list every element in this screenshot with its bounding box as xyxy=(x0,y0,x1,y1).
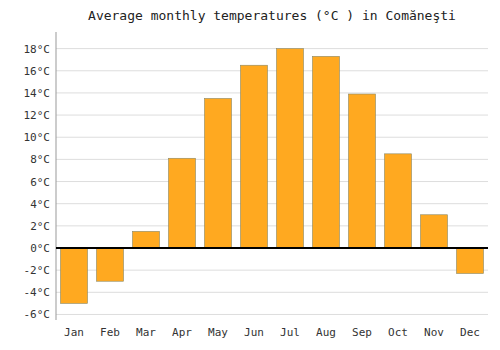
y-tick-label: -4°C xyxy=(24,286,51,299)
x-tick-label: Oct xyxy=(388,326,408,339)
y-tick-label: 0°C xyxy=(30,242,50,255)
grid-line xyxy=(56,314,488,315)
grid-line xyxy=(56,48,488,49)
x-tick-label: Jun xyxy=(244,326,264,339)
x-tick-label: Dec xyxy=(460,326,480,339)
grid-line xyxy=(56,115,488,116)
bar xyxy=(205,98,232,248)
bar xyxy=(169,158,196,248)
chart-container: Average monthly temperatures (°C ) in Co… xyxy=(0,0,500,350)
y-tick-label: 4°C xyxy=(30,198,50,211)
chart: Average monthly temperatures (°C ) in Co… xyxy=(0,0,500,350)
y-axis-line xyxy=(56,32,57,320)
grid-line xyxy=(56,70,488,71)
zero-line xyxy=(56,247,488,249)
bar xyxy=(97,248,124,281)
grid-line xyxy=(56,292,488,293)
bar xyxy=(421,215,448,248)
grid-line xyxy=(56,137,488,138)
y-tick-label: 8°C xyxy=(30,153,50,166)
x-axis: Jan Feb Mar Apr May Jun Jul Aug Sep Oct Nov Dec xyxy=(64,326,480,339)
x-tick-label: Jan xyxy=(64,326,84,339)
bar xyxy=(241,65,268,248)
grid-line xyxy=(56,92,488,93)
bars xyxy=(61,49,484,304)
bar xyxy=(457,248,484,273)
grid-line xyxy=(56,203,488,204)
bar xyxy=(133,231,160,248)
bar xyxy=(385,154,412,248)
y-tick-label: 16°C xyxy=(24,65,51,78)
x-tick-label: Feb xyxy=(100,326,120,339)
x-tick-label: May xyxy=(208,326,228,339)
x-tick-label: Mar xyxy=(136,326,156,339)
grid-line xyxy=(56,248,488,249)
y-axis: -6°C -4°C -2°C 0°C 2°C 4°C 6°C 8°C 10°C 12°C 14°C 1… xyxy=(24,43,51,322)
bar xyxy=(61,248,88,303)
y-tick-label: 14°C xyxy=(24,87,51,100)
x-tick-label: Aug xyxy=(316,326,336,339)
y-tick-label: 18°C xyxy=(24,43,51,56)
bar xyxy=(277,49,304,248)
x-tick-label: Jul xyxy=(280,326,300,339)
x-tick-label: Apr xyxy=(172,326,192,339)
y-tick-label: 12°C xyxy=(24,109,51,122)
y-tick-label: -2°C xyxy=(24,264,51,277)
bar xyxy=(349,94,376,248)
bar xyxy=(313,56,340,248)
title: Average monthly temperatures (°C ) in Co… xyxy=(88,8,456,23)
y-tick-label: 2°C xyxy=(30,220,50,233)
y-tick-label: 10°C xyxy=(24,131,51,144)
y-tick-label: -6°C xyxy=(24,308,51,321)
grid xyxy=(56,49,488,315)
y-tick-label: 6°C xyxy=(30,176,50,189)
grid-line xyxy=(56,181,488,182)
x-tick-label: Nov xyxy=(424,326,444,339)
x-tick-label: Sep xyxy=(352,326,372,339)
grid-line xyxy=(56,159,488,160)
